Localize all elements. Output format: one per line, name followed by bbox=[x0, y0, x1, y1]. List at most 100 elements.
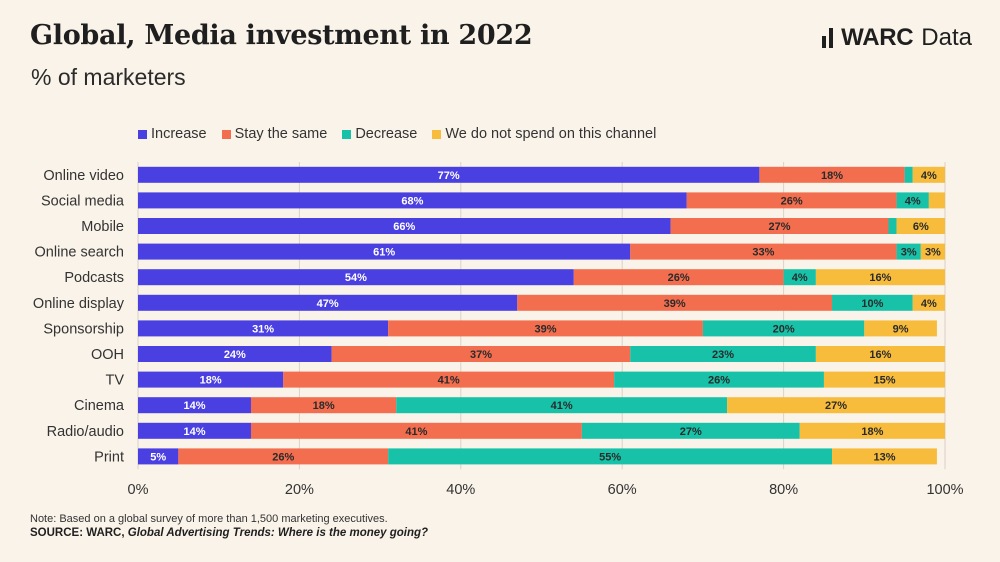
data-label: 3% bbox=[925, 247, 941, 259]
chart-title: Global, Media investment in 2022 bbox=[30, 20, 533, 51]
legend-swatch bbox=[221, 129, 231, 139]
bar-segment bbox=[727, 397, 945, 414]
data-label: 10% bbox=[861, 298, 883, 310]
bar-segment bbox=[630, 346, 816, 362]
data-label: 16% bbox=[869, 349, 891, 361]
data-label: 47% bbox=[317, 298, 339, 310]
bar-segment bbox=[686, 192, 897, 209]
legend-swatch bbox=[342, 129, 352, 139]
legend-swatch bbox=[432, 129, 442, 139]
bar-segment bbox=[138, 192, 687, 209]
bar-segment bbox=[920, 243, 945, 260]
category-label: Radio/audio bbox=[47, 424, 124, 440]
data-label: 18% bbox=[313, 400, 335, 412]
data-label: 4% bbox=[921, 170, 937, 182]
bar-segment bbox=[138, 397, 251, 414]
legend-swatch bbox=[138, 129, 147, 139]
x-tick-label: 80% bbox=[769, 482, 798, 498]
data-label: 39% bbox=[535, 323, 557, 335]
data-label: 68% bbox=[401, 195, 423, 207]
data-label: 6% bbox=[913, 221, 929, 233]
bar-segment bbox=[138, 294, 518, 311]
legend-item: Increase bbox=[138, 126, 207, 142]
category-label: Online video bbox=[43, 168, 124, 184]
bar-segment bbox=[388, 448, 833, 465]
data-label: 24% bbox=[224, 349, 246, 361]
bar-segment bbox=[759, 166, 905, 183]
bar-segment bbox=[630, 243, 897, 260]
bar-segment bbox=[138, 422, 251, 439]
bar-segment bbox=[138, 448, 179, 465]
warc-logo-icon bbox=[822, 28, 834, 48]
brand-name: WARC bbox=[841, 24, 914, 51]
category-label: TV bbox=[105, 373, 124, 389]
legend-label: Stay the same bbox=[234, 126, 328, 142]
data-label: 61% bbox=[373, 247, 395, 259]
legend-item: We do not spend on this channel bbox=[432, 126, 656, 142]
legend-label: Decrease bbox=[355, 126, 418, 142]
bar-segment bbox=[823, 371, 945, 388]
data-label: 27% bbox=[769, 221, 791, 233]
category-label: Mobile bbox=[81, 219, 124, 235]
legend-label: We do not spend on this channel bbox=[445, 126, 657, 142]
data-label: 4% bbox=[792, 272, 808, 284]
data-label: 13% bbox=[873, 451, 895, 463]
footer-source: SOURCE: WARC, Global Advertising Trends:… bbox=[30, 527, 428, 539]
bar-segment bbox=[815, 346, 945, 362]
bar-segment bbox=[783, 269, 816, 286]
bar-segment bbox=[388, 320, 703, 337]
data-label: 27% bbox=[825, 400, 847, 412]
legend-item: Stay the same bbox=[221, 126, 328, 142]
bar-segment bbox=[331, 346, 631, 362]
data-label: 18% bbox=[861, 426, 883, 438]
warc-data-logo: WARC Data bbox=[822, 24, 972, 52]
bar-segment bbox=[702, 320, 865, 337]
x-tick-label: 40% bbox=[446, 482, 475, 498]
source-title: Global Advertising Trends: Where is the … bbox=[127, 527, 429, 539]
bar-segment bbox=[896, 218, 945, 234]
bar-segment bbox=[912, 166, 945, 183]
bar-segment bbox=[904, 166, 913, 183]
data-label: 3% bbox=[901, 247, 917, 259]
data-label: 26% bbox=[668, 272, 690, 284]
data-label: 15% bbox=[873, 375, 895, 387]
data-label: 18% bbox=[821, 170, 843, 182]
bar-segment bbox=[832, 294, 913, 311]
category-label: Social media bbox=[41, 193, 125, 209]
bar-segment bbox=[250, 397, 397, 414]
data-label: 14% bbox=[183, 426, 205, 438]
data-label: 26% bbox=[272, 451, 294, 463]
data-label: 5% bbox=[150, 451, 166, 463]
x-tick-label: 20% bbox=[285, 482, 314, 498]
bar-segment bbox=[138, 166, 760, 183]
category-label: Print bbox=[94, 449, 124, 465]
category-label: Online search bbox=[35, 245, 124, 261]
bar-segment bbox=[138, 269, 574, 286]
category-label: Sponsorship bbox=[43, 321, 124, 337]
data-label: 14% bbox=[183, 400, 205, 412]
data-label: 4% bbox=[905, 195, 921, 207]
bar-segment bbox=[138, 371, 284, 388]
x-tick-label: 60% bbox=[608, 482, 637, 498]
brand-suffix: Data bbox=[921, 24, 972, 51]
bar-segment bbox=[896, 243, 921, 260]
bar-segment bbox=[864, 320, 937, 337]
bar-segment bbox=[832, 448, 937, 465]
legend-item: Decrease bbox=[342, 126, 417, 142]
data-label: 26% bbox=[781, 195, 803, 207]
category-label: Cinema bbox=[74, 398, 125, 414]
bar-segment bbox=[573, 269, 784, 286]
data-label: 16% bbox=[869, 272, 891, 284]
bar-segment bbox=[888, 218, 897, 234]
bar-segment bbox=[283, 371, 615, 388]
source-label: SOURCE: WARC, bbox=[30, 527, 125, 539]
bar-segment bbox=[581, 422, 800, 439]
bar-segment bbox=[614, 371, 824, 388]
data-label: 41% bbox=[405, 426, 427, 438]
bar-segment bbox=[517, 294, 833, 311]
data-label: 39% bbox=[664, 298, 686, 310]
data-label: 18% bbox=[200, 375, 222, 387]
bar-segment bbox=[138, 346, 332, 362]
bar-segment bbox=[799, 422, 945, 439]
